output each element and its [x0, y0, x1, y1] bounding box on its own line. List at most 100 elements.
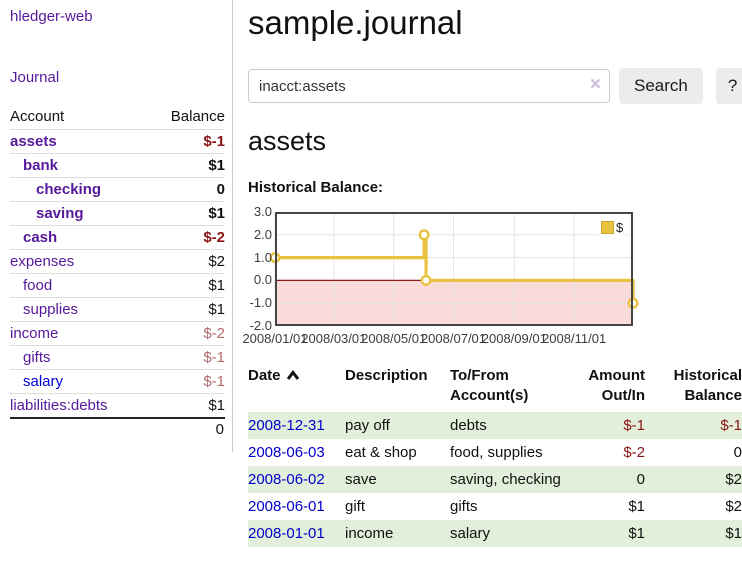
- account-link[interactable]: liabilities:debts: [10, 397, 108, 414]
- column-header-description: Description: [345, 367, 428, 384]
- register-header-row: Date Description To/From Account(s) Amou…: [248, 364, 742, 412]
- account-row: assets $-1: [10, 129, 225, 153]
- register-row: 2008-01-01 income salary $1 $1: [248, 520, 742, 547]
- accounts-table: Account Balance assets $-1 bank $1 checking 0…: [10, 106, 225, 438]
- register-cell-date: 2008-12-31: [248, 412, 345, 439]
- chart-plot: [269, 212, 639, 326]
- account-balance: $-1: [203, 133, 225, 150]
- register-cell-amount: $1: [628, 498, 645, 515]
- accounts-header-balance: Balance: [170, 108, 225, 125]
- sort-ascending-icon: [286, 370, 299, 380]
- account-row: food $1: [10, 273, 225, 297]
- legend-swatch-icon: [601, 221, 614, 234]
- x-axis-tick-label: 2008/03/01: [301, 331, 367, 346]
- y-axis-tick-label: 2.0: [253, 226, 272, 242]
- search-button[interactable]: Search: [619, 68, 703, 104]
- x-axis-tick-label: 2008/09/01: [481, 331, 547, 346]
- register-cell-date: 2008-06-02: [248, 466, 345, 493]
- register-cell-description: save: [345, 466, 450, 493]
- account-link[interactable]: cash: [23, 229, 58, 246]
- account-link[interactable]: food: [23, 277, 53, 294]
- account-link[interactable]: expenses: [10, 253, 75, 270]
- register-rows: 2008-12-31 pay off debts $-1 $-1 2008-06-03 ea…: [248, 412, 742, 547]
- register-cell-amount: 0: [562, 466, 645, 493]
- register-cell-accounts: salary: [450, 520, 562, 547]
- help-button[interactable]: ?: [715, 68, 742, 104]
- account-row: bank $1: [10, 153, 225, 177]
- register-cell-description: pay off: [345, 412, 450, 439]
- y-axis-tick-label: 0.0: [253, 272, 272, 288]
- account-link[interactable]: saving: [36, 205, 84, 222]
- account-balance: $-1: [203, 373, 225, 390]
- account-row: liabilities:debts $1: [10, 393, 225, 417]
- register-row: 2008-06-02 save saving, checking 0 $2: [248, 466, 742, 493]
- account-balance: $1: [208, 397, 225, 414]
- register-cell-balance: $1: [645, 520, 742, 547]
- register-cell-amount: $-1: [562, 412, 645, 439]
- clear-search-icon[interactable]: ×: [589, 74, 601, 95]
- page-title: sample.journal: [248, 4, 463, 41]
- journal-link[interactable]: Journal: [10, 69, 60, 86]
- register-cell-date: 2008-06-03: [248, 439, 345, 466]
- account-row: supplies $1: [10, 297, 225, 321]
- account-row: saving $1: [10, 201, 225, 225]
- accounts-header-account: Account: [10, 108, 65, 125]
- account-heading: assets: [248, 126, 327, 156]
- search-bar: × Search ?: [248, 68, 742, 104]
- register-cell-balance: $-1: [645, 412, 742, 439]
- chart-legend: $: [599, 219, 626, 236]
- register-cell-accounts: food, supplies: [450, 444, 543, 461]
- account-balance: $-1: [203, 349, 225, 366]
- account-balance: $-2: [203, 229, 225, 246]
- account-row: expenses $2: [10, 249, 225, 273]
- historical-balance-chart: 3.0 2.0 1.0 0.0 -1.0 -2.0 2008/01/01 2008/03/01…: [242, 204, 668, 348]
- hledger-web-app: hledger-web Journal Account Balance asse…: [0, 0, 742, 547]
- register-cell-description: income: [345, 520, 450, 547]
- column-header-balance: Historical Balance: [673, 367, 742, 404]
- search-box: ×: [248, 69, 610, 103]
- column-header-date[interactable]: Date: [248, 364, 345, 412]
- column-header-amount: Amount Out/In: [588, 367, 645, 404]
- account-link[interactable]: bank: [23, 157, 59, 174]
- account-balance: $1: [208, 277, 225, 294]
- x-axis-tick-label: 2008/01/01: [242, 331, 308, 346]
- register-cell-date: 2008-06-01: [248, 493, 345, 520]
- register-cell-amount: $1: [562, 520, 645, 547]
- account-link[interactable]: assets: [10, 133, 57, 150]
- register-cell-date: 2008-01-01: [248, 520, 345, 547]
- transaction-date-link[interactable]: 2008-12-31: [248, 417, 325, 434]
- accounts-list: assets $-1 bank $1 checking 0 saving $1 cash $-2 e…: [10, 129, 225, 417]
- transaction-date-link[interactable]: 2008-06-02: [248, 471, 325, 488]
- chart-title: Historical Balance:: [248, 179, 384, 196]
- register-table: Date Description To/From Account(s) Amou…: [248, 364, 742, 547]
- search-input[interactable]: [248, 69, 610, 103]
- main-content: sample.journal × Search ? assets Histori…: [233, 0, 742, 547]
- transaction-date-link[interactable]: 2008-06-03: [248, 444, 325, 461]
- register-cell-balance: 0: [733, 444, 742, 461]
- register-cell-accounts: saving, checking: [450, 466, 562, 493]
- account-row: gifts $-1: [10, 345, 225, 369]
- transaction-date-link[interactable]: 2008-01-01: [248, 525, 325, 542]
- account-link[interactable]: gifts: [23, 349, 51, 366]
- sidebar-nav: Journal: [10, 69, 224, 87]
- register-row: 2008-06-01 gift gifts $1 $2: [248, 493, 742, 520]
- brand-link[interactable]: hledger-web: [10, 8, 93, 25]
- account-link[interactable]: income: [10, 325, 59, 342]
- accounts-total-row: 0: [10, 417, 225, 438]
- account-link[interactable]: checking: [36, 181, 102, 198]
- account-link[interactable]: supplies: [23, 301, 79, 318]
- y-axis-tick-label: 3.0: [253, 204, 272, 219]
- register-row: 2008-06-03 eat & shop food, supplies $-2 0: [248, 439, 742, 466]
- register-cell-accounts: gifts: [450, 498, 478, 515]
- sidebar: hledger-web Journal Account Balance asse…: [0, 0, 233, 452]
- column-header-accounts: To/From Account(s): [450, 367, 529, 404]
- x-axis-tick-label: 2008/07/01: [420, 331, 487, 346]
- account-link[interactable]: salary: [23, 373, 64, 390]
- x-axis-tick-label: 2008/11/01: [542, 331, 607, 346]
- transaction-date-link[interactable]: 2008-06-01: [248, 498, 325, 515]
- register-cell-description: eat & shop: [345, 444, 417, 461]
- account-balance: $1: [208, 205, 225, 222]
- register-cell-amount: $-2: [623, 444, 645, 461]
- account-balance: 0: [216, 181, 225, 198]
- account-balance: $1: [208, 301, 225, 318]
